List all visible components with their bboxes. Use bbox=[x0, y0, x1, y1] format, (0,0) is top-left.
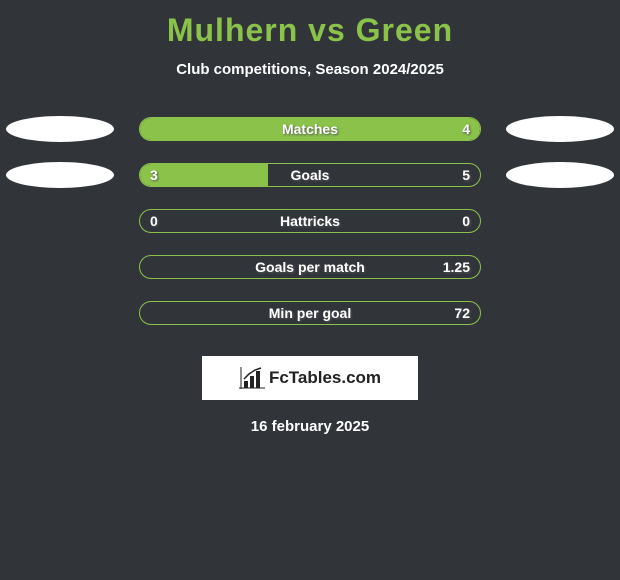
logo-text: FcTables.com bbox=[269, 368, 381, 388]
bar-track: 3 Goals 5 bbox=[139, 163, 481, 187]
stat-label: Goals bbox=[291, 167, 330, 183]
bar-track: 0 Hattricks 0 bbox=[139, 209, 481, 233]
value-right: 5 bbox=[462, 167, 470, 183]
page-title: Mulhern vs Green bbox=[0, 0, 620, 49]
stat-row-goals-per-match: Goals per match 1.25 bbox=[0, 244, 620, 290]
stat-row-matches: Matches 4 bbox=[0, 106, 620, 152]
value-left: 3 bbox=[150, 167, 158, 183]
stat-label: Hattricks bbox=[280, 213, 340, 229]
stat-label: Min per goal bbox=[269, 305, 351, 321]
value-left: 0 bbox=[150, 213, 158, 229]
stat-label: Matches bbox=[282, 121, 338, 137]
ellipse-left-icon bbox=[6, 116, 114, 142]
stat-row-min-per-goal: Min per goal 72 bbox=[0, 290, 620, 336]
ellipse-right-icon bbox=[506, 162, 614, 188]
stat-row-hattricks: 0 Hattricks 0 bbox=[0, 198, 620, 244]
value-right: 1.25 bbox=[443, 259, 470, 275]
ellipse-right-icon bbox=[506, 116, 614, 142]
bar-chart-icon bbox=[239, 367, 265, 389]
stat-label: Goals per match bbox=[255, 259, 365, 275]
bar-fill bbox=[140, 164, 268, 186]
fctables-logo-link[interactable]: FcTables.com bbox=[202, 356, 418, 400]
stat-row-goals: 3 Goals 5 bbox=[0, 152, 620, 198]
bar-track: Matches 4 bbox=[139, 117, 481, 141]
value-right: 4 bbox=[462, 121, 470, 137]
stats-area: Matches 4 3 Goals 5 0 Hattricks 0 Goals … bbox=[0, 106, 620, 336]
ellipse-left-icon bbox=[6, 162, 114, 188]
bar-track: Goals per match 1.25 bbox=[139, 255, 481, 279]
subtitle: Club competitions, Season 2024/2025 bbox=[0, 61, 620, 78]
value-right: 72 bbox=[454, 305, 470, 321]
bar-track: Min per goal 72 bbox=[139, 301, 481, 325]
date-text: 16 february 2025 bbox=[0, 418, 620, 435]
value-right: 0 bbox=[462, 213, 470, 229]
